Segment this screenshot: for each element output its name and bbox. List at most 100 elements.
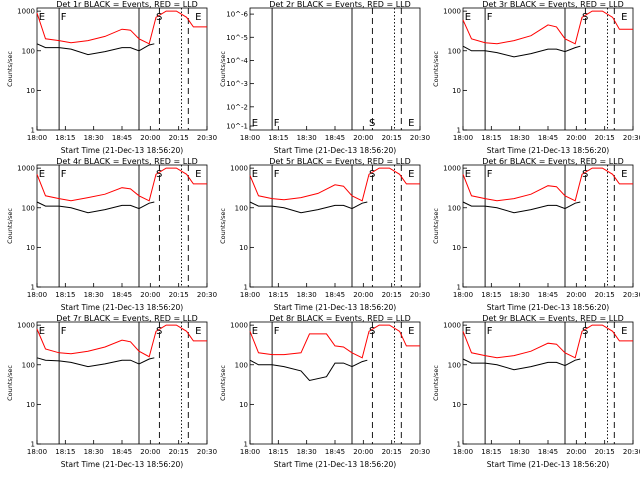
x-tick-label: 18:00 <box>240 291 260 299</box>
y-axis-label: Counts/sec <box>219 208 227 244</box>
y-axis-label: Counts/sec <box>6 365 14 401</box>
x-tick-label: 20:15 <box>382 291 402 299</box>
x-tick-label: 20:15 <box>595 291 615 299</box>
x-tick-label: 18:15 <box>481 448 501 456</box>
x-tick-label: 18:45 <box>538 448 558 456</box>
series-line <box>249 324 420 359</box>
event-marker: F <box>274 169 280 180</box>
x-axis-label: Start Time (21-Dec-13 18:56:20) <box>61 146 183 155</box>
panel-title: Det 7r BLACK = Events, RED = LLD <box>56 314 198 323</box>
x-tick-label: 20:30 <box>410 291 430 299</box>
y-tick-label: 1000 <box>17 8 35 16</box>
x-axis-label: Start Time (21-Dec-13 18:56:20) <box>274 460 396 469</box>
event-marker: F <box>274 326 280 337</box>
x-tick-label: 18:45 <box>538 291 558 299</box>
event-marker: E <box>39 326 45 337</box>
x-tick-label: 20:00 <box>140 291 160 299</box>
event-marker: S <box>582 12 588 23</box>
event-marker: E <box>408 326 414 337</box>
x-axis-label: Start Time (21-Dec-13 18:56:20) <box>61 460 183 469</box>
x-tick-label: 20:30 <box>623 448 640 456</box>
y-tick-label: 1000 <box>443 322 461 330</box>
x-tick-label: 18:45 <box>112 134 132 142</box>
event-marker: F <box>61 326 67 337</box>
event-marker: E <box>465 169 471 180</box>
y-axis-label: Counts/sec <box>432 51 440 87</box>
y-tick-label: 10 <box>452 244 461 252</box>
x-tick-label: 18:30 <box>297 448 317 456</box>
event-marker: E <box>195 169 201 180</box>
x-tick-label: 18:30 <box>297 134 317 142</box>
panel-det-8: Det 8r BLACK = Events, RED = LLD Counts/s… <box>219 314 430 469</box>
panel-det-3: Det 3r BLACK = Events, RED = LLD Counts/s… <box>432 0 640 155</box>
x-tick-label: 20:00 <box>566 448 586 456</box>
x-axis-label: Start Time (21-Dec-13 18:56:20) <box>487 460 609 469</box>
y-tick-label: 1 <box>31 284 35 292</box>
x-tick-label: 18:30 <box>510 134 530 142</box>
x-tick-label: 18:00 <box>453 448 473 456</box>
x-tick-label: 20:15 <box>382 134 402 142</box>
event-marker: F <box>274 118 280 129</box>
event-marker: E <box>408 118 414 129</box>
event-marker: F <box>61 169 67 180</box>
panel-det-9: Det 9r BLACK = Events, RED = LLD Counts/s… <box>432 314 640 469</box>
x-tick-label: 18:00 <box>240 134 260 142</box>
x-tick-label: 20:00 <box>140 448 160 456</box>
event-marker: S <box>369 118 375 129</box>
y-tick-label: 10 <box>26 244 35 252</box>
x-tick-label: 20:00 <box>566 134 586 142</box>
event-marker: E <box>621 169 627 180</box>
panel-det-4: Det 4r BLACK = Events, RED = LLD Counts/s… <box>6 157 217 312</box>
series-line <box>462 358 581 371</box>
y-tick-label: 10 <box>239 401 248 409</box>
series-line <box>36 357 155 368</box>
x-tick-label: 18:45 <box>325 448 345 456</box>
panel-title: Det 9r BLACK = Events, RED = LLD <box>482 314 624 323</box>
event-marker: S <box>156 12 162 23</box>
x-tick-label: 20:30 <box>623 291 640 299</box>
panel-title: Det 1r BLACK = Events, RED = LLD <box>56 0 198 9</box>
series-line <box>36 324 207 358</box>
x-tick-label: 18:45 <box>538 134 558 142</box>
x-axis-label: Start Time (21-Dec-13 18:56:20) <box>274 146 396 155</box>
event-marker: E <box>621 12 627 23</box>
series-line <box>462 45 581 58</box>
x-axis-label: Start Time (21-Dec-13 18:56:20) <box>487 303 609 312</box>
x-axis-label: Start Time (21-Dec-13 18:56:20) <box>61 303 183 312</box>
event-marker: S <box>582 326 588 337</box>
event-marker: E <box>252 169 258 180</box>
series-line <box>249 359 368 382</box>
panel-det-6: Det 6r BLACK = Events, RED = LLD Counts/s… <box>432 157 640 312</box>
panel-det-5: Det 5r BLACK = Events, RED = LLD Counts/s… <box>219 157 430 312</box>
y-tick-label: 100 <box>235 361 248 369</box>
event-marker: F <box>487 169 493 180</box>
event-marker: E <box>465 12 471 23</box>
x-tick-label: 18:15 <box>55 448 75 456</box>
y-tick-label: 10^-1 <box>226 123 248 131</box>
event-marker: F <box>487 326 493 337</box>
event-marker: S <box>369 169 375 180</box>
panel-title: Det 5r BLACK = Events, RED = LLD <box>269 157 411 166</box>
event-marker: E <box>195 12 201 23</box>
series-line <box>462 10 633 45</box>
x-tick-label: 18:00 <box>453 134 473 142</box>
x-tick-label: 20:30 <box>197 448 217 456</box>
y-axis-label: Counts/sec <box>219 51 227 87</box>
panel-title: Det 2r BLACK = Events, RED = LLD <box>269 0 411 9</box>
x-tick-label: 20:30 <box>197 291 217 299</box>
y-tick-label: 100 <box>235 204 248 212</box>
y-tick-label: 1 <box>457 127 461 135</box>
event-marker: E <box>252 326 258 337</box>
event-marker: S <box>156 326 162 337</box>
panel-det-7: Det 7r BLACK = Events, RED = LLD Counts/s… <box>6 314 217 469</box>
y-axis-label: Counts/sec <box>219 365 227 401</box>
y-tick-label: 1 <box>31 441 35 449</box>
x-tick-label: 18:00 <box>27 134 47 142</box>
x-tick-label: 18:30 <box>510 448 530 456</box>
x-tick-label: 18:15 <box>481 291 501 299</box>
series-line <box>36 201 155 214</box>
y-axis-label: Counts/sec <box>6 208 14 244</box>
x-tick-label: 18:15 <box>55 134 75 142</box>
panel-title: Det 4r BLACK = Events, RED = LLD <box>56 157 198 166</box>
